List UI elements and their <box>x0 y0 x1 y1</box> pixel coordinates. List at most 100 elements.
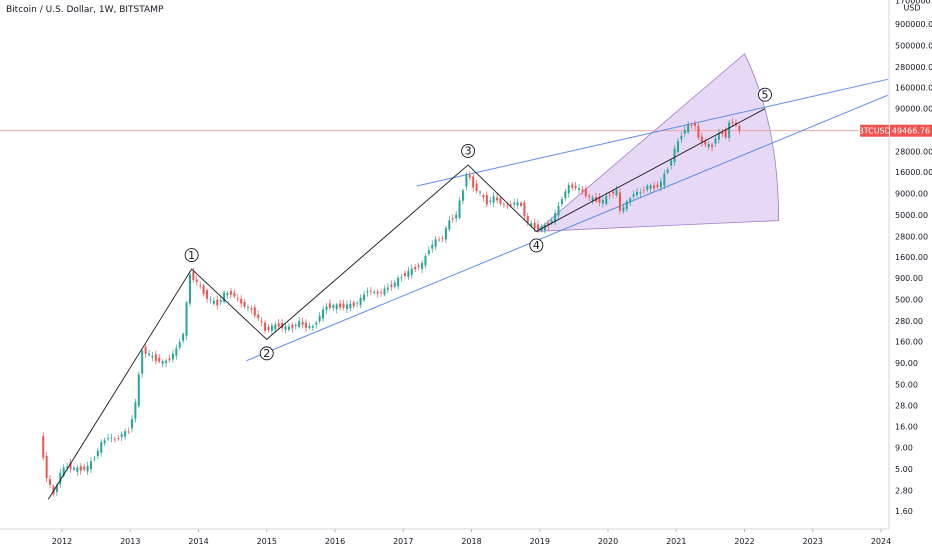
candle[interactable] <box>250 305 253 314</box>
candle[interactable] <box>448 216 451 232</box>
candle[interactable] <box>489 196 492 205</box>
candle[interactable] <box>653 181 656 192</box>
candle[interactable] <box>352 300 355 309</box>
candle[interactable] <box>397 275 400 290</box>
candle[interactable] <box>345 300 348 314</box>
candle[interactable] <box>451 214 454 224</box>
candle[interactable] <box>154 350 157 365</box>
candle[interactable] <box>110 433 113 443</box>
candle[interactable] <box>246 304 249 312</box>
candle[interactable] <box>236 294 239 303</box>
candle[interactable] <box>407 266 410 280</box>
candle[interactable] <box>90 457 93 474</box>
candle[interactable] <box>212 297 215 306</box>
candle[interactable] <box>485 191 488 208</box>
candle[interactable] <box>161 359 164 368</box>
candle[interactable] <box>516 198 519 209</box>
candle[interactable] <box>612 189 615 198</box>
candle[interactable] <box>380 288 383 297</box>
upper-trendline[interactable] <box>416 78 888 187</box>
candle[interactable] <box>182 332 185 344</box>
candle[interactable] <box>141 348 144 378</box>
candle[interactable] <box>574 182 577 191</box>
candle[interactable] <box>537 220 540 234</box>
candle[interactable] <box>731 118 734 128</box>
candle[interactable] <box>707 141 710 150</box>
candle[interactable] <box>482 193 485 202</box>
candle[interactable] <box>264 319 267 334</box>
candle[interactable] <box>659 177 662 192</box>
candle[interactable] <box>233 289 236 299</box>
candle[interactable] <box>66 462 69 472</box>
candle[interactable] <box>663 169 666 190</box>
candle[interactable] <box>492 192 495 207</box>
candle[interactable] <box>79 463 82 475</box>
candle[interactable] <box>260 317 263 327</box>
candle[interactable] <box>243 299 246 310</box>
candle[interactable] <box>622 203 625 214</box>
candle[interactable] <box>188 270 191 307</box>
candle[interactable] <box>670 158 673 170</box>
candle[interactable] <box>356 301 359 308</box>
candle[interactable] <box>694 120 697 131</box>
candle[interactable] <box>158 354 161 364</box>
candle[interactable] <box>148 349 151 357</box>
candle[interactable] <box>738 124 741 135</box>
wave-label-5[interactable]: 5 <box>758 87 772 102</box>
candle[interactable] <box>315 320 318 329</box>
candle[interactable] <box>298 316 301 329</box>
candle[interactable] <box>431 240 434 253</box>
candle[interactable] <box>591 194 594 205</box>
candle[interactable] <box>284 323 287 334</box>
candle[interactable] <box>577 184 580 195</box>
candle[interactable] <box>294 322 297 330</box>
candle[interactable] <box>363 291 366 303</box>
candle[interactable] <box>673 145 676 166</box>
candle[interactable] <box>421 260 424 274</box>
candle[interactable] <box>502 202 505 208</box>
candle[interactable] <box>168 354 171 363</box>
candle[interactable] <box>257 310 260 322</box>
fan-region[interactable] <box>535 53 780 232</box>
candle[interactable] <box>717 128 720 144</box>
elliott-wave-path[interactable] <box>47 108 766 500</box>
candle[interactable] <box>137 371 140 408</box>
candle[interactable] <box>687 121 690 135</box>
candle[interactable] <box>564 188 567 202</box>
candle[interactable] <box>410 264 413 280</box>
candle[interactable] <box>226 290 229 299</box>
candle[interactable] <box>72 465 75 472</box>
candle[interactable] <box>93 455 96 462</box>
candle[interactable] <box>270 322 273 335</box>
candle[interactable] <box>724 126 727 140</box>
candle[interactable] <box>151 351 154 362</box>
candle[interactable] <box>342 299 345 311</box>
candle[interactable] <box>581 186 584 195</box>
candle[interactable] <box>417 262 420 270</box>
candle[interactable] <box>496 193 499 204</box>
candle[interactable] <box>523 200 526 220</box>
candle[interactable] <box>714 135 717 147</box>
candle[interactable] <box>479 190 482 196</box>
candle[interactable] <box>584 185 587 199</box>
candle[interactable] <box>359 294 362 309</box>
candle[interactable] <box>598 193 601 207</box>
candle[interactable] <box>646 183 649 193</box>
candle[interactable] <box>311 324 314 332</box>
candle[interactable] <box>178 338 181 351</box>
candle[interactable] <box>322 305 325 323</box>
candle[interactable] <box>86 461 89 475</box>
candle[interactable] <box>103 437 106 446</box>
candle[interactable] <box>636 188 639 198</box>
candle[interactable] <box>629 197 632 206</box>
candle[interactable] <box>386 283 389 294</box>
candle[interactable] <box>216 295 219 310</box>
candle[interactable] <box>287 323 290 332</box>
candle[interactable] <box>403 270 406 279</box>
candle[interactable] <box>185 300 188 340</box>
candle[interactable] <box>240 294 243 308</box>
candle[interactable] <box>475 180 478 194</box>
candle[interactable] <box>206 288 209 303</box>
candle[interactable] <box>427 246 430 257</box>
